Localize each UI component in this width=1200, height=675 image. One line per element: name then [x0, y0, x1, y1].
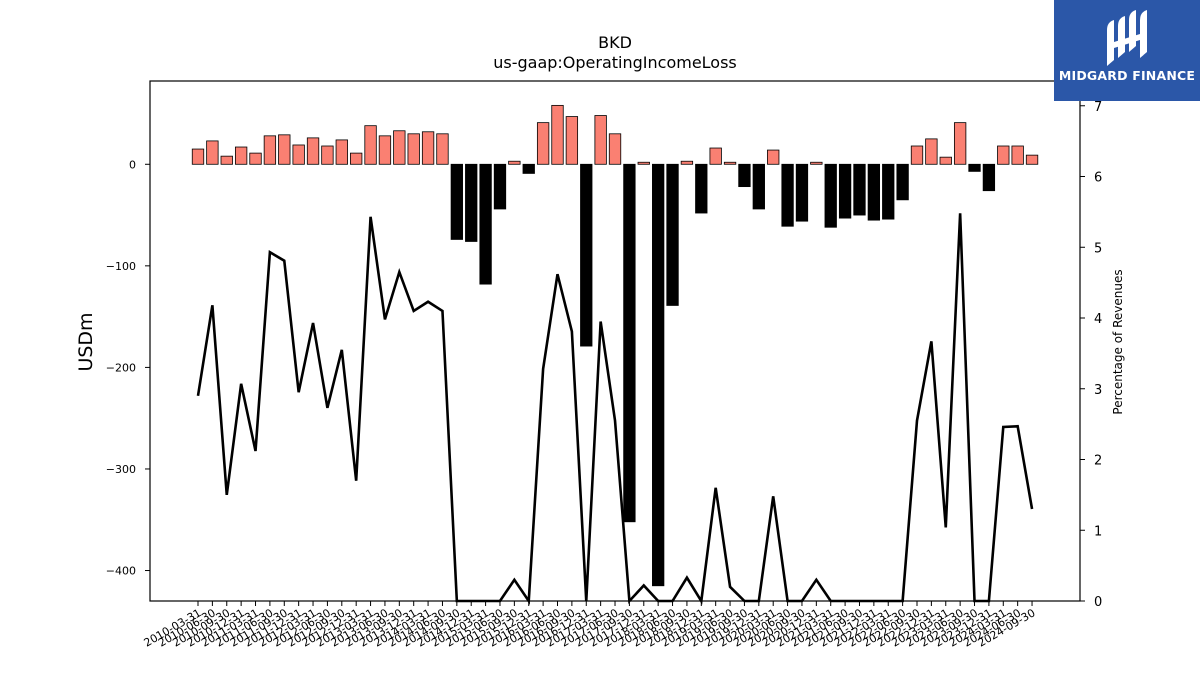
bar-2021-06-30	[838, 163, 852, 219]
bar-2018-06-30	[666, 163, 679, 306]
y-right-tick-label: 1	[1094, 524, 1102, 539]
bar-2022-06-30	[896, 163, 909, 201]
bar-2013-03-31	[364, 125, 377, 165]
bar-2011-09-30	[278, 134, 291, 165]
bar-2017-03-31	[594, 115, 607, 165]
y-axis-right-label: Percentage of Revenues	[1111, 269, 1125, 414]
bar-2013-06-30	[378, 135, 392, 165]
bar-2022-03-31	[882, 163, 895, 220]
bar-2019-06-30	[723, 161, 737, 165]
bar-2014-12-31	[465, 163, 478, 242]
y-right-tick-label: 3	[1094, 383, 1102, 398]
bar-2021-03-31	[824, 163, 837, 228]
bar-2023-06-30	[953, 122, 967, 165]
bar-2020-09-30	[795, 163, 809, 222]
y-right-tick-label: 2	[1094, 454, 1102, 469]
bar-2023-12-31	[982, 163, 996, 192]
bar-2016-09-30	[565, 116, 579, 165]
bar-2024-03-31	[997, 145, 1010, 165]
bar-2011-03-31	[249, 152, 262, 165]
bars-group	[191, 104, 1039, 587]
y-tick-label: −100	[106, 260, 136, 273]
bar-2023-03-31	[939, 156, 952, 165]
bar-2015-03-31	[479, 163, 492, 285]
bar-2020-06-30	[781, 163, 794, 227]
y-tick-label: −400	[106, 565, 136, 578]
bar-2020-12-31	[810, 161, 823, 165]
y-axis-label: USDm	[75, 312, 97, 371]
bar-2011-06-30	[263, 135, 277, 165]
bar-2016-03-31	[536, 122, 550, 165]
bar-2014-09-30	[450, 163, 463, 240]
bar-2014-03-31	[421, 131, 435, 165]
bar-2022-12-31	[925, 138, 938, 165]
bar-2010-06-30	[206, 140, 219, 165]
bar-2024-06-30	[1011, 145, 1024, 165]
bar-2017-09-30	[623, 163, 636, 523]
y-right-tick-label: 0	[1094, 595, 1102, 610]
bar-2013-09-30	[393, 130, 406, 165]
bar-2011-12-31	[292, 144, 305, 165]
bar-2022-09-30	[910, 145, 924, 165]
y-tick-label: −300	[106, 463, 136, 476]
bar-2019-09-30	[738, 163, 751, 188]
bar-2018-09-30	[680, 160, 694, 165]
bar-2014-06-30	[436, 133, 449, 165]
y-right-tick-label: 4	[1094, 312, 1102, 327]
chart-subtitle: us-gaap:OperatingIncomeLoss	[493, 53, 737, 72]
bar-2012-03-31	[306, 137, 320, 165]
bar-2018-12-31	[695, 163, 708, 214]
bar-2012-12-31	[350, 152, 363, 165]
midgard-logo-icon	[1107, 10, 1147, 66]
y-axis-left: −400 −300 −200 −100 0	[106, 158, 150, 578]
bar-2018-03-31	[652, 163, 665, 587]
line-layer	[196, 213, 1034, 605]
bar-2013-12-31	[407, 133, 420, 165]
bar-2020-03-31	[767, 149, 780, 165]
bar-2010-03-31	[191, 148, 205, 165]
bar-2012-06-30	[321, 145, 334, 165]
bar-2015-09-30	[508, 160, 521, 165]
bar-2024-09-30	[1025, 154, 1039, 165]
y-tick-label: −200	[106, 361, 136, 374]
bar-2017-12-31	[637, 161, 650, 165]
bar-2016-06-30	[551, 104, 564, 165]
y-right-tick-label: 5	[1094, 241, 1102, 256]
bar-2023-09-30	[968, 163, 981, 172]
bar-2012-09-30	[335, 139, 348, 165]
bar-2010-09-30	[220, 155, 233, 165]
bar-2015-06-30	[493, 163, 507, 210]
bar-2015-12-31	[522, 163, 535, 174]
y-right-tick-label: 7	[1094, 100, 1102, 115]
brand-logo: MIDGARD FINANCE	[1054, 0, 1200, 101]
logo-text: MIDGARD FINANCE	[1058, 68, 1196, 83]
y-right-tick-label: 6	[1094, 171, 1102, 186]
chart-title: BKD	[598, 33, 632, 52]
bar-2017-06-30	[608, 133, 622, 165]
bar-2010-12-31	[234, 146, 248, 165]
bar-2016-12-31	[580, 163, 593, 347]
bar-2019-12-31	[752, 163, 765, 210]
pct-of-revenues-line	[196, 213, 1034, 605]
bar-2021-12-31	[867, 163, 881, 221]
y-axis-right: 0 1 2 3 4 5 6 7	[1080, 100, 1102, 610]
bar-2019-03-31	[709, 147, 722, 165]
bar-2021-09-30	[853, 163, 866, 216]
y-tick-label: 0	[129, 158, 136, 171]
x-axis: 2010-03-312010-06-302010-09-302010-12-31…	[142, 601, 1038, 650]
